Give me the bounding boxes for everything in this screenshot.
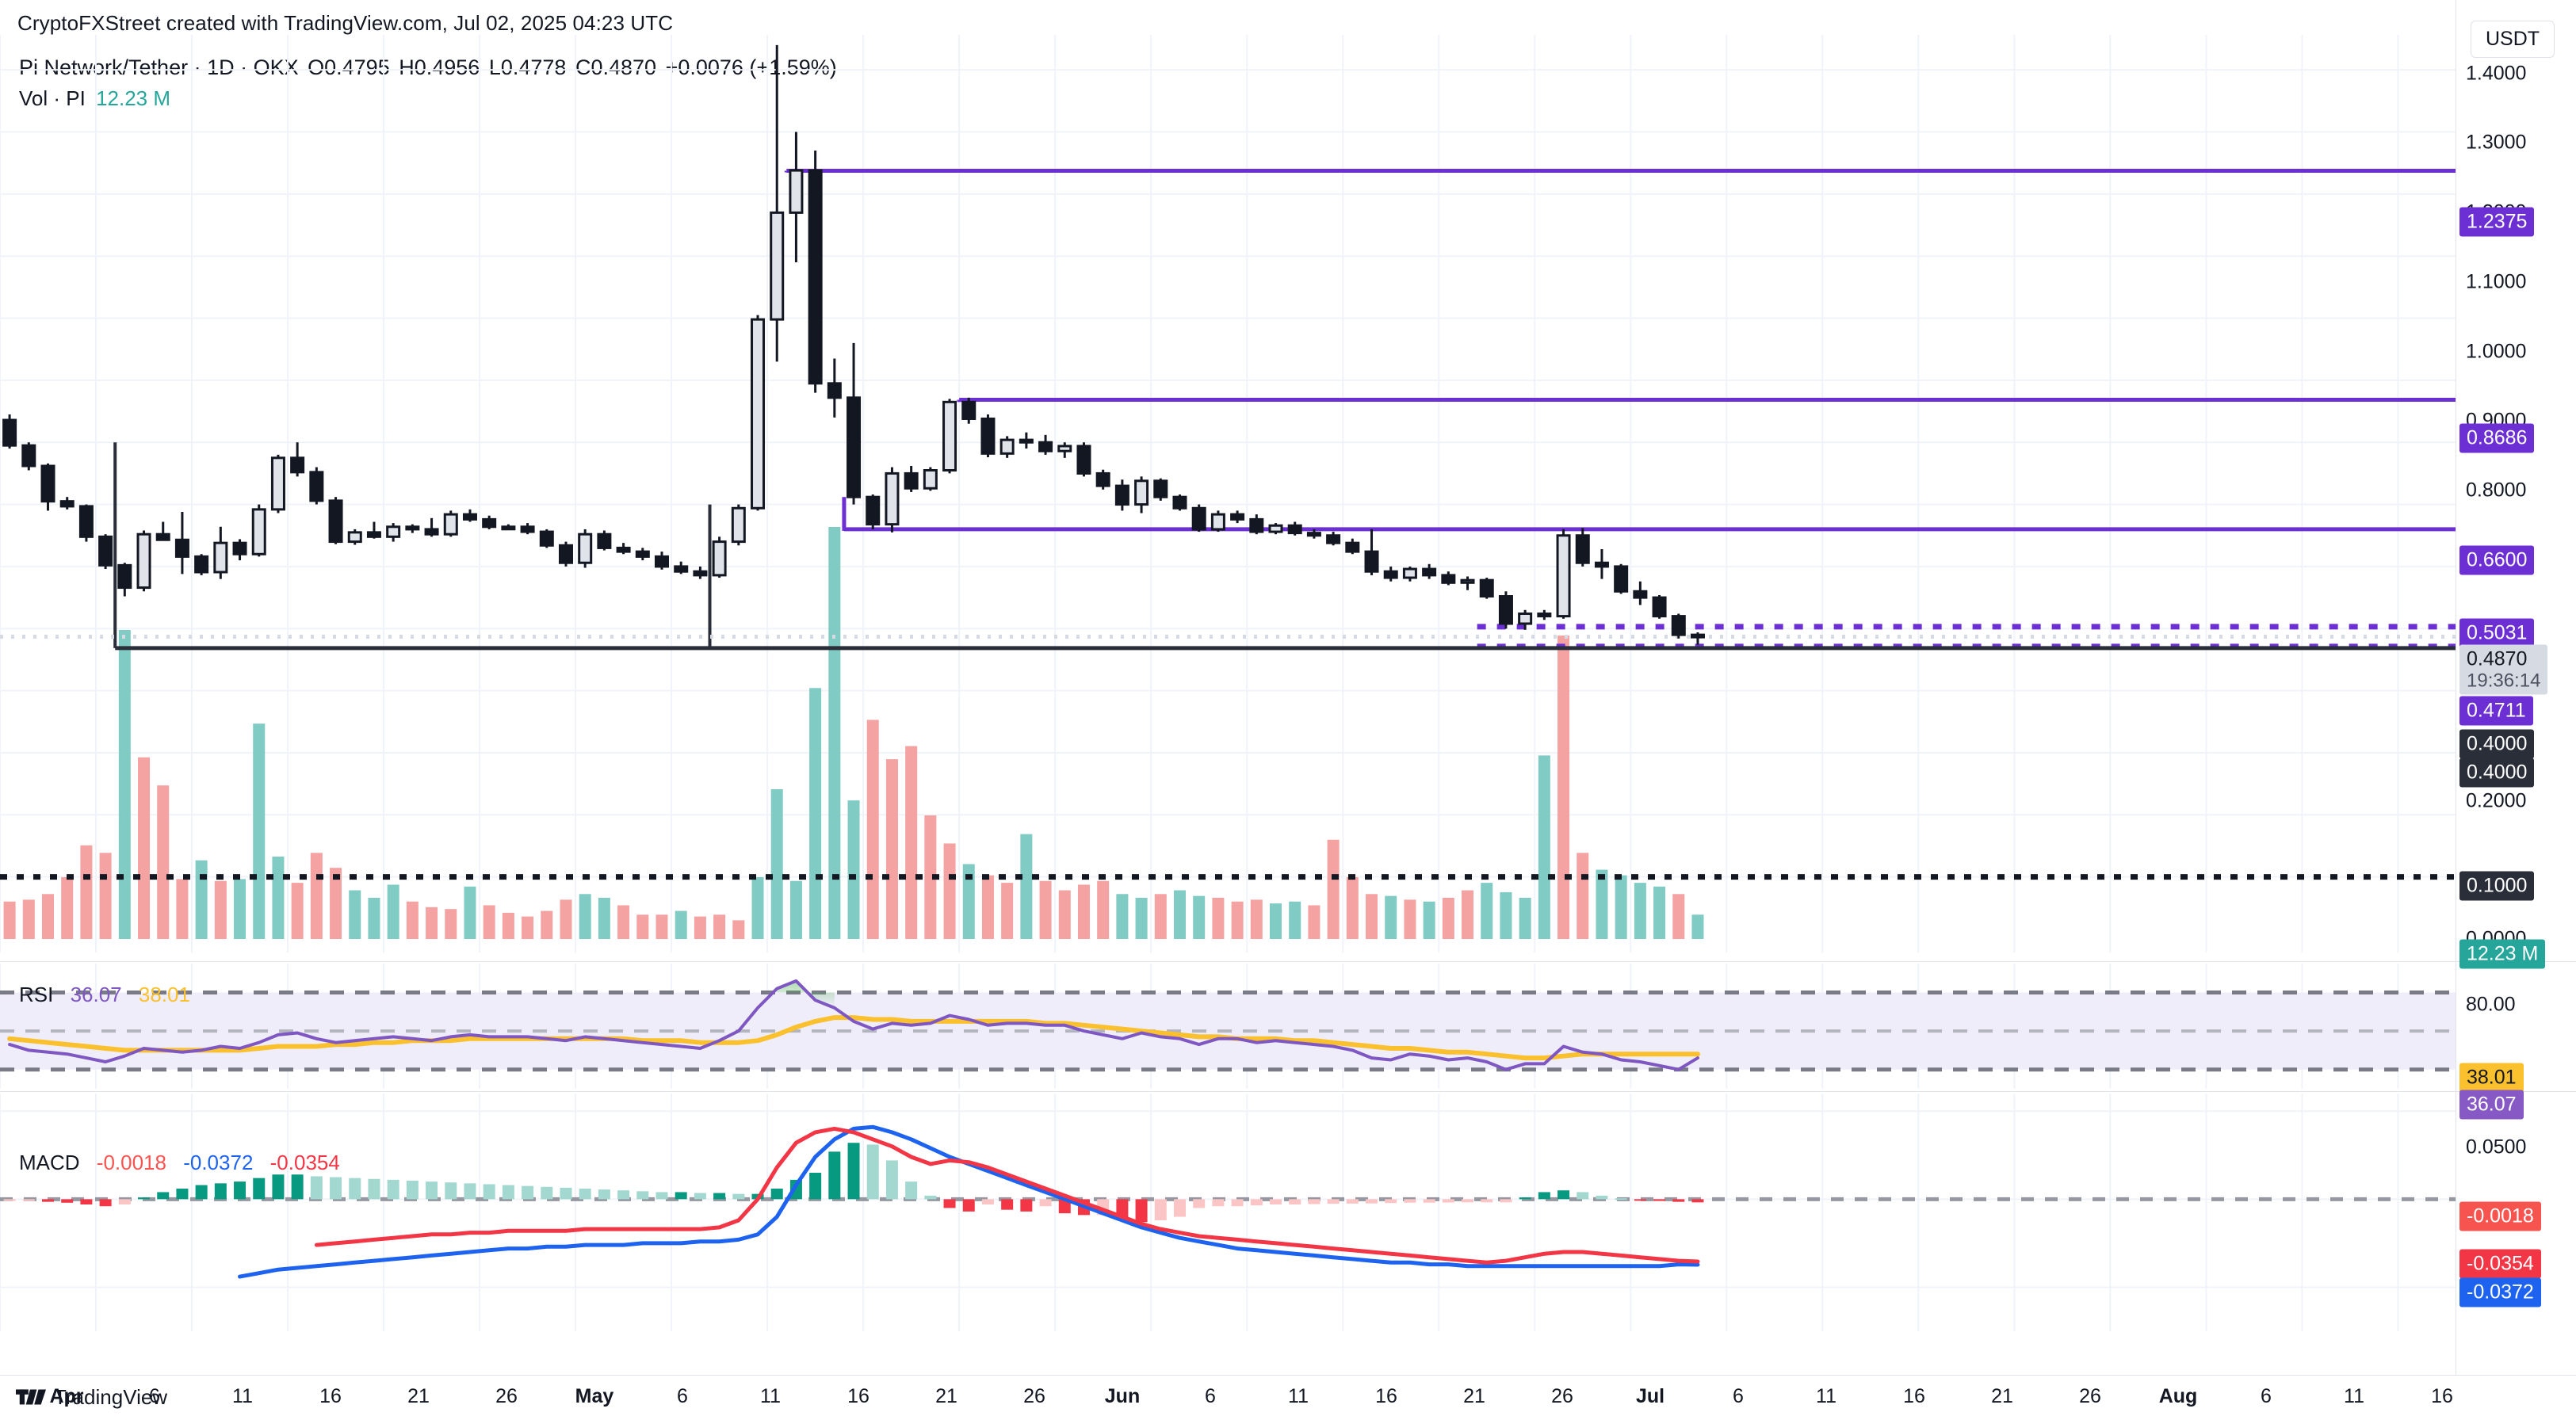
rsi-name: RSI	[19, 983, 54, 1006]
open-value: O0.4795	[308, 55, 390, 79]
price-axis-pill-macd-0[interactable]: -0.0018	[2459, 1201, 2541, 1231]
price-axis-tick-price-4: 1.0000	[2466, 340, 2527, 363]
rsi-indicator-title[interactable]: RSI 36.07 38.01	[19, 983, 190, 1007]
price-axis-tick-price-9: 0.2000	[2466, 789, 2527, 812]
time-axis-label-14: 11	[1288, 1385, 1309, 1407]
volume-legend-row[interactable]: Vol · PI 12.23 M	[19, 85, 837, 112]
symbol-legend-row[interactable]: Pi Network/Tether · 1D · OKX O0.4795 H0.…	[19, 54, 837, 81]
time-axis-label-13: 6	[1205, 1385, 1216, 1407]
tradingview-logo: TradingView	[16, 1385, 167, 1410]
change-value: +0.0076 (+1.59%)	[665, 55, 837, 79]
low-value: L0.4778	[488, 55, 567, 79]
symbol-label: Pi Network/Tether · 1D · OKX	[19, 55, 299, 79]
macd-signal-value: -0.0372	[183, 1151, 254, 1174]
bar-countdown: 19:36:14	[2467, 670, 2541, 692]
time-axis-label-17: 26	[1551, 1385, 1573, 1407]
price-axis-tick-macd-0: 0.0500	[2466, 1136, 2527, 1159]
time-axis-label-7: 6	[677, 1385, 688, 1407]
rsi-pane[interactable]	[0, 964, 2456, 1089]
attribution-text: CryptoFXStreet created with TradingView.…	[17, 11, 674, 35]
macd-hist-value: -0.0018	[96, 1151, 166, 1174]
macd-name: MACD	[19, 1151, 80, 1174]
price-axis-pill-rsi-1[interactable]: 36.07	[2459, 1090, 2524, 1120]
pane-separator-rsi	[0, 961, 2576, 962]
price-axis-pill-level-4[interactable]: 0.4711	[2459, 696, 2533, 726]
rsi-value: 36.07	[70, 983, 122, 1006]
time-axis-label-10: 21	[935, 1385, 957, 1407]
macd-chart-svg	[0, 1094, 2456, 1331]
time-axis-label-25: 6	[2261, 1385, 2272, 1407]
time-axis-label-22: 21	[1991, 1385, 2013, 1407]
time-axis-label-16: 21	[1463, 1385, 1485, 1407]
price-axis-pill-level-2[interactable]: 0.6600	[2459, 545, 2535, 575]
time-axis[interactable]: Apr 6 11 16 21 26 May 6 11 16 21 26 Jun 6 11 16 21 26 Jul 6…	[0, 1375, 2576, 1420]
time-axis-label-9: 16	[847, 1385, 869, 1407]
price-axis-pill-level-7[interactable]: 0.1000	[2459, 871, 2535, 901]
price-chart-svg	[0, 35, 2456, 952]
time-axis-label-8: 11	[760, 1385, 781, 1407]
rsi-ma-value: 38.01	[138, 983, 190, 1006]
current-price-chip[interactable]: 0.4870 19:36:14	[2459, 644, 2548, 695]
high-value: H0.4956	[399, 55, 480, 79]
current-price-value: 0.4870	[2467, 647, 2528, 670]
price-axis-tick-rsi-0: 80.00	[2466, 993, 2516, 1016]
time-axis-label-3: 16	[319, 1385, 342, 1407]
tradingview-mark-icon	[16, 1388, 46, 1404]
tradingview-wordmark: TradingView	[54, 1385, 168, 1409]
price-axis-pill-level-8[interactable]: 12.23 M	[2459, 939, 2546, 969]
time-axis-label-6: May	[575, 1385, 614, 1407]
currency-chip[interactable]: USDT	[2471, 21, 2555, 58]
price-axis-pill-macd-1[interactable]: -0.0354	[2459, 1249, 2541, 1279]
price-axis-tick-price-0: 1.4000	[2466, 62, 2527, 85]
time-axis-label-26: 11	[2344, 1385, 2364, 1407]
time-axis-label-15: 16	[1375, 1385, 1397, 1407]
time-axis-label-1: 6	[149, 1385, 160, 1407]
time-axis-label-11: 26	[1023, 1385, 1045, 1407]
macd-line-value: -0.0354	[269, 1151, 340, 1174]
price-axis-pill-level-1[interactable]: 0.8686	[2459, 423, 2535, 453]
time-axis-label-23: 26	[2079, 1385, 2101, 1407]
price-axis-tick-price-3: 1.1000	[2466, 270, 2527, 293]
price-pane[interactable]	[0, 35, 2456, 952]
price-axis-pill-level-5[interactable]: 0.4000	[2459, 729, 2535, 759]
time-axis-label-27: 16	[2431, 1385, 2453, 1407]
time-axis-label-19: 6	[1733, 1385, 1744, 1407]
time-axis-label-24: Aug	[2158, 1385, 2198, 1407]
price-axis[interactable]: USDT 1.40001.30001.20001.10001.00000.900…	[2456, 0, 2576, 1375]
pane-separator-macd	[0, 1091, 2576, 1092]
time-axis-label-0: Apr	[49, 1385, 84, 1407]
time-axis-label-20: 11	[1816, 1385, 1836, 1407]
close-value: C0.4870	[575, 55, 657, 79]
time-axis-label-4: 21	[407, 1385, 430, 1407]
price-axis-pill-level-6[interactable]: 0.4000	[2459, 758, 2535, 788]
price-axis-pill-level-0[interactable]: 1.2375	[2459, 207, 2535, 237]
macd-indicator-title[interactable]: MACD -0.0018 -0.0372 -0.0354	[19, 1151, 340, 1175]
price-axis-tick-price-1: 1.3000	[2466, 131, 2527, 154]
volume-value: 12.23 M	[96, 86, 171, 110]
time-axis-label-5: 26	[495, 1385, 518, 1407]
time-axis-label-21: 16	[1903, 1385, 1925, 1407]
rsi-chart-svg	[0, 964, 2456, 1089]
chart-legend: Pi Network/Tether · 1D · OKX O0.4795 H0.…	[19, 54, 837, 112]
time-axis-label-2: 11	[232, 1385, 253, 1407]
price-axis-pill-rsi-0[interactable]: 38.01	[2459, 1063, 2524, 1093]
price-axis-tick-price-6: 0.8000	[2466, 479, 2527, 502]
volume-label: Vol · PI	[19, 86, 86, 110]
macd-pane[interactable]	[0, 1094, 2456, 1331]
price-axis-pill-macd-2[interactable]: -0.0372	[2459, 1277, 2541, 1307]
time-axis-label-12: Jun	[1104, 1385, 1141, 1407]
price-axis-pill-level-3[interactable]: 0.5031	[2459, 618, 2535, 648]
time-axis-label-18: Jul	[1635, 1385, 1665, 1407]
